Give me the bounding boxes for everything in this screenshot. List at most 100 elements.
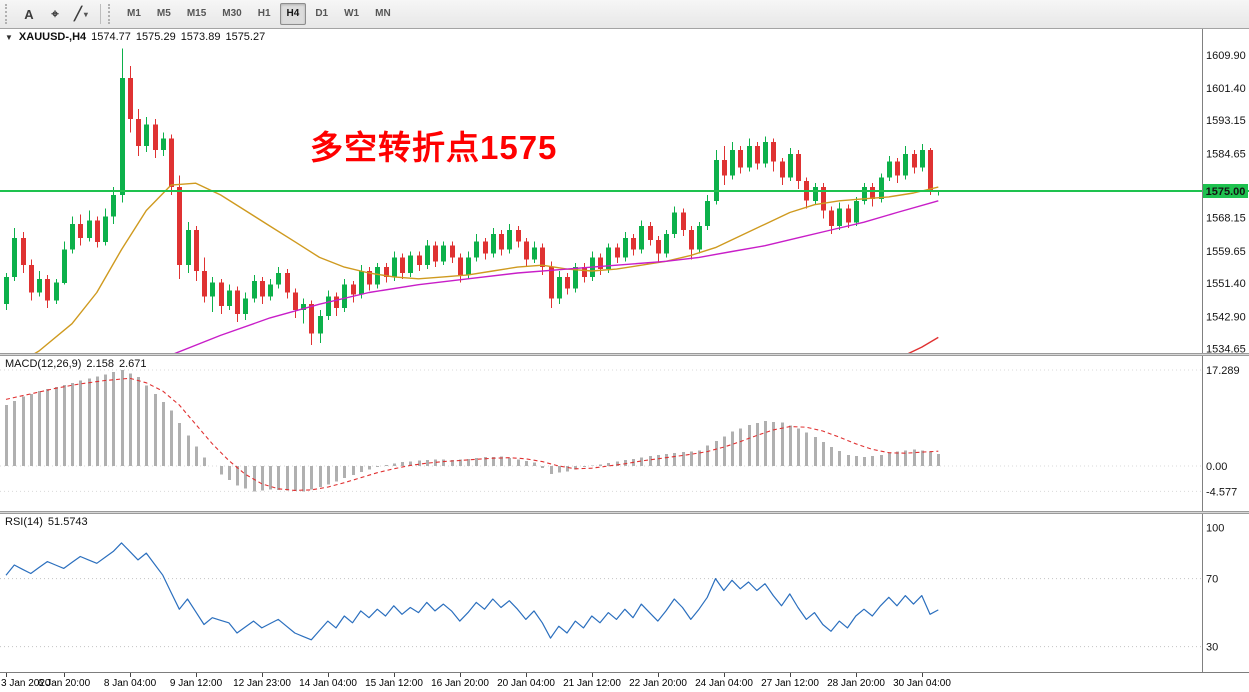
svg-text:30: 30 <box>1206 642 1218 654</box>
macd-histogram <box>5 370 940 492</box>
svg-text:1542.90: 1542.90 <box>1206 311 1246 323</box>
chart-window: 1609.90 1601.40 1593.15 1584.65 1568.15 1559.… <box>0 29 1249 692</box>
macd-plot[interactable]: 17.289 0.00 -4.577 <box>0 356 1249 511</box>
macd-main-value: 2.158 <box>86 358 114 370</box>
macd-title: MACD(12,26,9) <box>5 358 82 370</box>
macd-signal-value: 2.671 <box>118 358 147 370</box>
svg-text:1575.00: 1575.00 <box>1206 186 1246 198</box>
time-tick <box>64 673 65 677</box>
low-value: 1573.89 <box>180 31 221 43</box>
crosshair-tool[interactable]: ⌖ <box>42 2 68 26</box>
time-tick <box>658 673 659 677</box>
svg-text:1584.65: 1584.65 <box>1206 148 1246 160</box>
ma-long <box>907 336 939 353</box>
time-label: 24 Jan 04:00 <box>695 678 753 689</box>
timeframe-button-m5[interactable]: M5 <box>156 8 171 19</box>
time-label: 21 Jan 12:00 <box>563 678 621 689</box>
timeframe-button-h4[interactable]: H4 <box>279 3 307 25</box>
timeframe-button-m15[interactable]: M15 <box>186 8 207 19</box>
candles <box>4 48 941 346</box>
panel-separator-1[interactable] <box>0 353 1249 356</box>
timeframe-button-group: M1 M5 M15 M30 H1 H4 D1 W1 MN <box>119 3 399 25</box>
annotation-text[interactable]: 多空转折点1575 <box>310 129 558 166</box>
rsi-plot[interactable]: 100 70 30 <box>0 514 1249 672</box>
time-label: 6 Jan 20:00 <box>37 678 91 689</box>
time-label: 20 Jan 04:00 <box>497 678 555 689</box>
svg-text:17.289: 17.289 <box>1206 365 1240 377</box>
panel-separator-2[interactable] <box>0 511 1249 514</box>
time-label: 8 Jan 04:00 <box>103 678 157 689</box>
close-value: 1575.27 <box>225 31 266 43</box>
svg-text:1568.15: 1568.15 <box>1206 213 1246 225</box>
time-tick <box>6 673 7 677</box>
svg-text:1551.40: 1551.40 <box>1206 278 1246 290</box>
svg-text:-4.577: -4.577 <box>1206 486 1237 498</box>
time-tick <box>790 673 791 677</box>
timeframe-button-d1[interactable]: D1 <box>315 8 329 19</box>
svg-text:1593.15: 1593.15 <box>1206 115 1246 127</box>
time-tick <box>922 673 923 677</box>
collapse-icon[interactable]: ▼ <box>5 33 13 42</box>
top-toolbar: A ⌖ ╱ ▾ M1 M5 M15 M30 H1 H4 D1 W1 MN <box>0 0 1249 29</box>
toolbar-grip-2[interactable] <box>108 4 114 24</box>
tool-button-group: A ⌖ ╱ ▾ <box>16 2 94 26</box>
time-label: 15 Jan 12:00 <box>365 678 423 689</box>
rsi-title: RSI(14) <box>5 516 43 528</box>
time-tick <box>394 673 395 677</box>
time-label: 12 Jan 23:00 <box>233 678 291 689</box>
crosshair-tool-icon: ⌖ <box>51 6 59 21</box>
timeframe-button-w1[interactable]: W1 <box>344 8 360 19</box>
rsi-value: 51.5743 <box>47 516 88 528</box>
time-tick <box>526 673 527 677</box>
time-label: 30 Jan 04:00 <box>893 678 951 689</box>
draw-tools-icon: ╱ <box>74 6 82 21</box>
price-badge: 1575.00 <box>1203 184 1248 198</box>
ma-fast <box>34 182 939 353</box>
time-tick <box>196 673 197 677</box>
svg-text:1559.65: 1559.65 <box>1206 246 1246 258</box>
timeframe-button-mn[interactable]: MN <box>375 8 391 19</box>
time-axis[interactable]: 3 Jan 2020 6 Jan 20:00 8 Jan 04:00 9 Jan 12… <box>0 672 1249 692</box>
time-tick <box>328 673 329 677</box>
toolbar-grip[interactable] <box>5 4 11 24</box>
time-label: 3 Jan 2020 <box>1 678 51 689</box>
rsi-line <box>5 542 939 641</box>
text-tool[interactable]: A <box>16 2 42 26</box>
draw-tools[interactable]: ╱ ▾ <box>68 2 94 26</box>
macd-signal-line <box>5 377 939 491</box>
time-tick <box>262 673 263 677</box>
time-tick <box>724 673 725 677</box>
time-tick <box>130 673 131 677</box>
svg-text:70: 70 <box>1206 574 1218 586</box>
svg-text:1609.90: 1609.90 <box>1206 50 1246 62</box>
svg-text:1601.40: 1601.40 <box>1206 83 1246 95</box>
macd-panel: 17.289 0.00 -4.577 MACD(12,26,9) 2.158 2.6… <box>0 356 1249 511</box>
price-panel: 1609.90 1601.40 1593.15 1584.65 1568.15 1559.… <box>0 29 1249 353</box>
macd-axis-labels: 17.289 0.00 -4.577 <box>1206 365 1240 498</box>
chart-header: ▼ XAUUSD-,H4 1574.77 1575.29 1573.89 157… <box>5 31 265 43</box>
timeframe-button-m1[interactable]: M1 <box>127 8 141 19</box>
high-value: 1575.29 <box>135 31 176 43</box>
macd-header: MACD(12,26,9) 2.158 2.671 <box>5 358 146 370</box>
symbol-timeframe-label: XAUUSD-,H4 <box>18 31 87 43</box>
price-plot[interactable]: 1609.90 1601.40 1593.15 1584.65 1568.15 1559.… <box>0 29 1249 353</box>
toolbar-separator <box>100 4 101 24</box>
time-label: 22 Jan 20:00 <box>629 678 687 689</box>
svg-text:0.00: 0.00 <box>1206 461 1227 473</box>
dropdown-caret-icon: ▾ <box>83 9 88 19</box>
rsi-panel: 100 70 30 RSI(14) 51.5743 <box>0 514 1249 672</box>
ma-slow <box>174 200 939 353</box>
time-label: 14 Jan 04:00 <box>299 678 357 689</box>
svg-text:100: 100 <box>1206 523 1224 535</box>
timeframe-button-m30[interactable]: M30 <box>222 8 242 19</box>
rsi-axis-labels: 100 70 30 <box>1206 523 1224 654</box>
open-value: 1574.77 <box>91 31 131 43</box>
time-label: 27 Jan 12:00 <box>761 678 819 689</box>
time-tick <box>592 673 593 677</box>
time-tick <box>460 673 461 677</box>
time-label: 16 Jan 20:00 <box>431 678 489 689</box>
timeframe-button-h1[interactable]: H1 <box>257 8 271 19</box>
time-tick <box>856 673 857 677</box>
text-tool-icon: A <box>24 6 34 22</box>
